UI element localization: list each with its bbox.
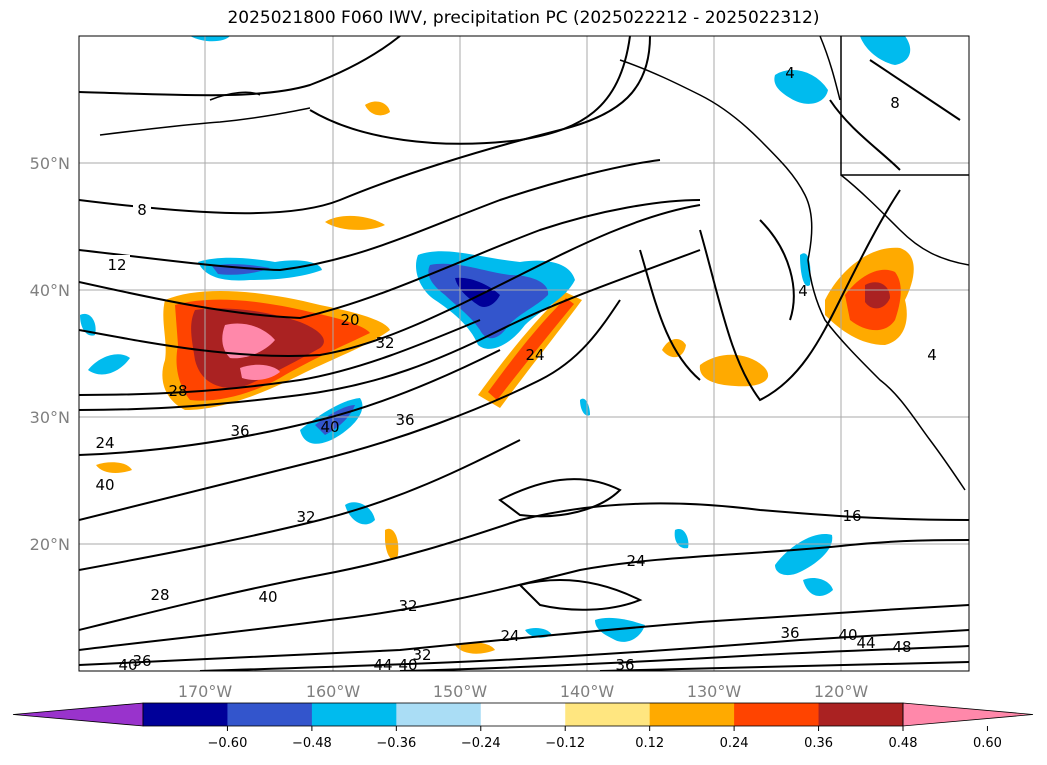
contour-label: 36 bbox=[230, 422, 249, 440]
contour-label: 12 bbox=[107, 256, 126, 274]
contour-label: 32 bbox=[296, 508, 315, 526]
lon-label: 130°W bbox=[687, 682, 742, 701]
contour-label: 36 bbox=[615, 656, 634, 674]
colorbar-arrow-high bbox=[902, 702, 1034, 727]
lon-label: 160°W bbox=[306, 682, 361, 701]
contour-label: 40 bbox=[118, 656, 137, 674]
contour-label: 24 bbox=[525, 346, 544, 364]
contour-label: 32 bbox=[412, 646, 431, 664]
colorbar-segment bbox=[565, 703, 651, 726]
contour-label: 28 bbox=[168, 382, 187, 400]
contour-label: 8 bbox=[137, 201, 147, 219]
contour-label: 24 bbox=[95, 434, 114, 452]
colorbar-tick-label: −0.12 bbox=[545, 736, 585, 751]
contour-label: 40 bbox=[320, 418, 339, 436]
contour-label: 32 bbox=[375, 334, 394, 352]
colorbar: −0.60 −0.48 −0.36 −0.24 −0.12 0.12 0.24 0.36 0.4… bbox=[12, 702, 1034, 751]
contour-label: 40 bbox=[95, 476, 114, 494]
contour-label: 4 bbox=[927, 346, 937, 364]
colorbar-tick-label: −0.48 bbox=[292, 736, 332, 751]
colorbar-segment bbox=[649, 703, 735, 726]
iwv-contours bbox=[79, 36, 969, 671]
colorbar-segment bbox=[396, 703, 482, 726]
contour-label: 44 bbox=[856, 634, 875, 652]
contour-label: 4 bbox=[785, 64, 795, 82]
contour-label: 24 bbox=[500, 627, 519, 645]
colorbar-segment bbox=[143, 703, 228, 726]
contour-label: 44 bbox=[373, 656, 392, 674]
colorbar-segment bbox=[818, 703, 904, 726]
contour-label: 24 bbox=[626, 552, 645, 570]
lat-label: 50°N bbox=[30, 154, 70, 173]
colorbar-tick-label: −0.24 bbox=[461, 736, 501, 751]
contour-label: 16 bbox=[842, 507, 861, 525]
plot-border bbox=[78, 35, 970, 672]
contour-labels: 8 12 20 32 28 36 40 24 36 40 32 16 24 28… bbox=[95, 64, 937, 674]
colorbar-tick-label: 0.12 bbox=[635, 736, 664, 751]
lat-label: 20°N bbox=[30, 535, 70, 554]
colorbar-tick-label: 0.36 bbox=[804, 736, 833, 751]
colorbar-segment bbox=[227, 703, 313, 726]
contour-label: 20 bbox=[340, 311, 359, 329]
contour-label: 36 bbox=[395, 411, 414, 429]
colorbar-tick-label: −0.36 bbox=[376, 736, 416, 751]
colorbar-tick-label: −0.60 bbox=[208, 736, 248, 751]
colorbar-tick-label: 0.60 bbox=[973, 736, 1002, 751]
colorbar-segment bbox=[734, 703, 820, 726]
contour-label: 40 bbox=[398, 656, 417, 674]
colorbar-segment bbox=[311, 703, 397, 726]
contour-label: 4 bbox=[798, 282, 808, 300]
colorbar-tick-label: 0.48 bbox=[889, 736, 918, 751]
lon-label: 120°W bbox=[814, 682, 869, 701]
colorbar-arrow-low bbox=[12, 702, 144, 727]
coastline bbox=[99, 36, 969, 491]
contour-label: 48 bbox=[892, 638, 911, 656]
lon-label: 150°W bbox=[433, 682, 488, 701]
colorbar-tick-label: 0.24 bbox=[720, 736, 749, 751]
contour-label: 40 bbox=[258, 588, 277, 606]
contour-label: 40 bbox=[838, 626, 857, 644]
colorbar-border bbox=[142, 702, 904, 727]
contour-label: 36 bbox=[132, 652, 151, 670]
contour-label: 36 bbox=[780, 624, 799, 642]
lon-label: 140°W bbox=[560, 682, 615, 701]
lat-label: 40°N bbox=[30, 281, 70, 300]
colorbar-segment bbox=[480, 703, 566, 726]
lat-label: 30°N bbox=[30, 408, 70, 427]
map-title: 2025021800 F060 IWV, precipitation PC (2… bbox=[227, 8, 820, 28]
lon-label: 170°W bbox=[178, 682, 233, 701]
contour-label: 8 bbox=[890, 94, 900, 112]
contour-label: 32 bbox=[398, 597, 417, 615]
contour-label: 28 bbox=[150, 586, 169, 604]
